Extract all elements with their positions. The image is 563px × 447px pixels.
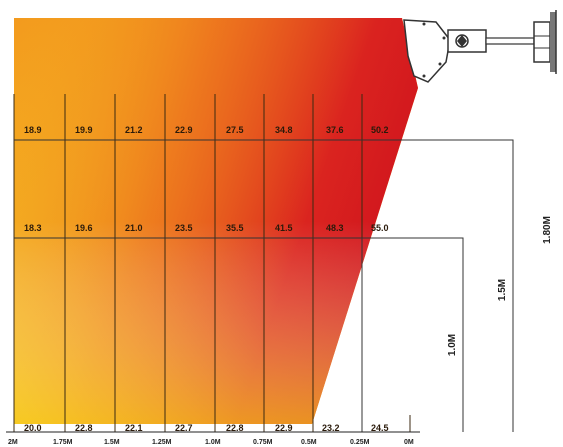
temp-cell: 20.0 — [24, 423, 42, 433]
temp-cell: 37.6 — [326, 125, 344, 135]
temp-cell: 22.7 — [175, 423, 193, 433]
distance-axis-labels: 2M 1.75M 1.5M 1.25M 1.0M 0.75M 0.5M 0.25… — [8, 439, 414, 446]
distance-label: 1.25M — [152, 439, 172, 446]
temp-cell: 22.8 — [226, 423, 244, 433]
temp-cell: 34.8 — [275, 125, 293, 135]
temp-cell: 22.9 — [275, 423, 293, 433]
temp-cell: 21.2 — [125, 125, 143, 135]
distance-label: 0.25M — [350, 439, 370, 446]
temp-cell: 27.5 — [226, 125, 244, 135]
temp-cell: 22.8 — [75, 423, 93, 433]
height-label-1m: 1.0M — [447, 334, 458, 356]
heat-cone — [14, 18, 418, 424]
height-lines — [14, 139, 514, 432]
distance-label: 1.0M — [205, 439, 221, 446]
temperature-row-top: 18.9 19.9 21.2 22.9 27.5 34.8 37.6 50.2 — [24, 125, 389, 135]
temp-cell: 19.6 — [75, 223, 93, 233]
temp-cell: 18.9 — [24, 125, 42, 135]
temp-cell: 18.3 — [24, 223, 42, 233]
temp-cell: 50.2 — [371, 125, 389, 135]
temp-cell: 23.5 — [175, 223, 193, 233]
distance-label: 1.75M — [53, 439, 73, 446]
temperature-row-floor: 20.0 22.8 22.1 22.7 22.8 22.9 23.2 24.5 — [24, 423, 389, 433]
temp-cell: 41.5 — [275, 223, 293, 233]
temp-cell: 19.9 — [75, 125, 93, 135]
distance-label: 2M — [8, 439, 18, 446]
temperature-row-middle: 18.3 19.6 21.0 23.5 35.5 41.5 48.3 55.0 — [24, 223, 389, 233]
distance-label: 0.5M — [301, 439, 317, 446]
distance-label: 0M — [404, 439, 414, 446]
temp-cell: 55.0 — [371, 223, 389, 233]
distance-label: 1.5M — [104, 439, 120, 446]
temp-cell: 23.2 — [322, 423, 340, 433]
temp-cell: 22.9 — [175, 125, 193, 135]
height-labels: 1.0M 1.5M 1.80M — [447, 216, 553, 356]
temp-cell: 48.3 — [326, 223, 344, 233]
height-label-1-5m: 1.5M — [497, 279, 508, 301]
temp-cell: 35.5 — [226, 223, 244, 233]
distance-label: 0.75M — [253, 439, 273, 446]
height-label-1-8m: 1.80M — [542, 216, 553, 244]
temp-cell: 21.0 — [125, 223, 143, 233]
wall-bracket-icon — [533, 10, 557, 74]
temp-cell: 24.5 — [371, 423, 389, 433]
heater-unit-icon — [403, 19, 535, 83]
temp-cell: 22.1 — [125, 423, 143, 433]
